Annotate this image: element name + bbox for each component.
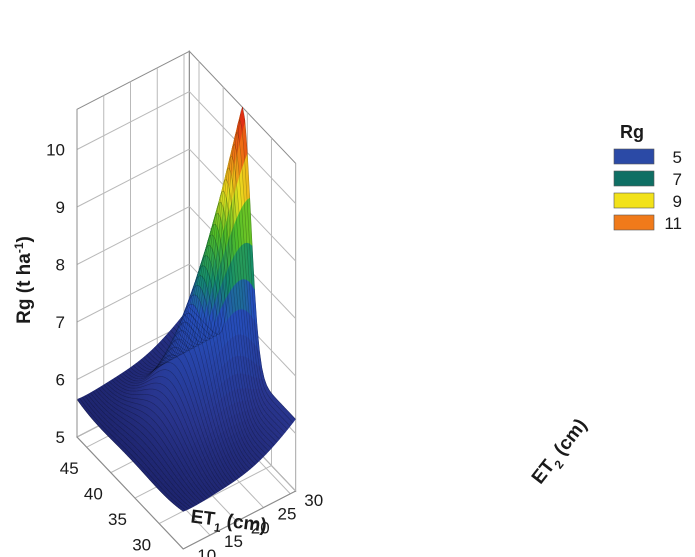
- surface-mesh-line: [162, 223, 270, 452]
- x-tick-label: 30: [132, 536, 151, 555]
- surface-mesh-line: [140, 303, 248, 472]
- y-tick-label: 15: [224, 532, 243, 551]
- z-tick-label: 6: [56, 371, 65, 390]
- surface-mesh-line: [138, 312, 246, 474]
- surface-mesh-line: [173, 179, 280, 440]
- z-grid-left: [76, 91, 190, 150]
- z-grid-left: [76, 148, 190, 208]
- surface-mesh-line: [159, 234, 267, 455]
- surface-mesh-line: [114, 377, 221, 491]
- legend: Rg 5 7 9 11: [613, 122, 682, 233]
- surface-mesh-line: [186, 118, 294, 423]
- legend-swatch: [613, 170, 655, 187]
- surface-mesh-line: [149, 275, 256, 465]
- legend-label: 9: [673, 192, 682, 211]
- surface-mesh-line: [146, 285, 254, 468]
- legend-label: 5: [673, 148, 682, 167]
- surface-mesh-line: [189, 106, 296, 420]
- surface-mesh-line: [143, 294, 251, 470]
- surface-mesh-line: [151, 265, 259, 463]
- surface-mesh-line: [111, 379, 219, 492]
- legend-swatch: [613, 192, 655, 209]
- x-tick-label: 35: [108, 510, 127, 529]
- surface-mesh-line: [122, 362, 229, 486]
- surface-mesh-line: [181, 143, 288, 430]
- surface-mesh-line: [76, 399, 184, 512]
- surface-mesh-line: [87, 394, 195, 507]
- legend-label: 7: [673, 170, 682, 189]
- surface-mesh-line: [178, 155, 286, 433]
- z-axis-title: Rg (t ha-1): [12, 236, 35, 324]
- legend-swatch: [613, 148, 655, 165]
- z-tick-label: 9: [56, 198, 65, 217]
- z-tick-label: 7: [56, 313, 65, 332]
- surface-mesh-line: [82, 396, 189, 510]
- surface-mesh-line: [103, 384, 211, 498]
- surface-mesh-line: [84, 395, 192, 508]
- y-axis-title: ET2 (cm): [528, 415, 595, 491]
- surface-mesh-line: [95, 389, 203, 502]
- z-grid-left: [76, 206, 190, 265]
- tick-labels: 567891045403530251015202530: [46, 141, 323, 557]
- y-tick-label: 25: [278, 505, 297, 524]
- legend-title: Rg: [620, 122, 644, 142]
- surface-mesh-line: [170, 190, 278, 443]
- surface-mesh-line: [165, 213, 272, 449]
- surface-mesh-line: [127, 346, 235, 482]
- surface-mesh-line: [157, 244, 264, 457]
- surface-mesh-line: [106, 382, 213, 496]
- surface-facet: [76, 398, 83, 404]
- surface-mesh-line: [92, 391, 200, 504]
- legend-items: 5 7 9 11: [613, 148, 682, 233]
- y-tick-label: 30: [304, 491, 323, 510]
- x-tick-label: 45: [60, 459, 79, 478]
- surface-mesh-line: [154, 255, 262, 460]
- surface-mesh-line: [124, 354, 232, 484]
- surface-mesh-line: [119, 369, 227, 487]
- z-tick-label: 10: [46, 141, 65, 160]
- x-axis-line: [76, 436, 184, 550]
- surface-mesh-line: [108, 381, 216, 494]
- y-axis-line: [183, 490, 296, 550]
- response-surface: [76, 106, 296, 512]
- surface-mesh-line: [183, 131, 291, 427]
- z-tick-label: 8: [56, 256, 65, 275]
- surface-mesh-line: [90, 392, 197, 506]
- surface-mesh-line: [100, 386, 208, 499]
- x-grid-floor: [158, 465, 272, 524]
- surface-mesh-line: [167, 202, 275, 446]
- y-tick-label: 20: [251, 518, 270, 537]
- box-front-edges: [76, 109, 296, 550]
- z-tick-label: 5: [56, 428, 65, 447]
- y-tick-label: 10: [197, 546, 216, 557]
- x-tick-label: 40: [84, 485, 103, 504]
- legend-label: 11: [664, 214, 682, 233]
- surface-mesh-line: [132, 330, 240, 478]
- z-grid-left: [76, 263, 190, 323]
- surface-mesh-line: [130, 338, 237, 480]
- legend-swatch: [613, 214, 655, 231]
- surface-mesh-line: [135, 321, 243, 476]
- surface-mesh-line: [98, 387, 205, 501]
- surface-mesh-line: [175, 167, 283, 437]
- surface-mesh-line: [79, 398, 187, 511]
- surface-mesh-line: [116, 376, 224, 489]
